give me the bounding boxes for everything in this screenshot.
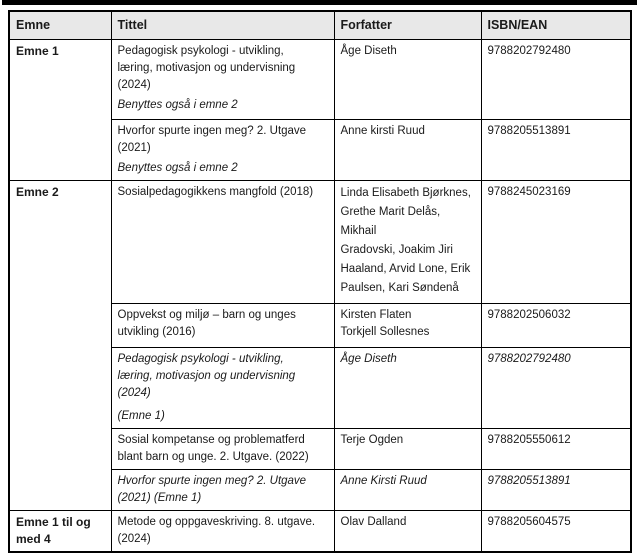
title-text: Hvorfor spurte ingen meg? 2. Utgave (202…	[117, 124, 307, 154]
emne-group-cell-emne-2: Emne 2	[8, 179, 112, 511]
title-cell: Hvorfor spurte ingen meg? 2. Utgave (202…	[110, 468, 335, 511]
header-row: Emne Tittel Forfatter ISBN/EAN	[8, 10, 632, 40]
title-text: Sosialpedagogikkens mangfold (2018)	[117, 185, 314, 198]
isbn-cell: 9788202792480	[480, 346, 632, 429]
author-cell: Olav Dalland	[333, 509, 482, 552]
table-row: Oppvekst og miljø – barn og unges utvikl…	[9, 302, 632, 348]
isbn-cell: 9788202506032	[480, 302, 632, 348]
title-cell: Sosialpedagogikkens mangfold (2018)	[110, 179, 335, 304]
column-header-isbn: ISBN/EAN	[480, 10, 632, 40]
title-text: Pedagogisk psykologi - utvikling, læring…	[117, 44, 296, 91]
isbn-cell: 9788202792480	[480, 38, 632, 120]
author-list: Linda Elisabeth Bjørknes, Grethe Marit D…	[340, 186, 471, 294]
title-text: Hvorfor spurte ingen meg? 2. Utgave (202…	[117, 474, 307, 504]
title-cell: Pedagogisk psykologi - utvikling, læring…	[110, 346, 335, 429]
author-cell: Åge Diseth	[333, 346, 482, 429]
emne-group-cell-emne-1: Emne 1	[8, 38, 112, 181]
column-header-emne: Emne	[8, 10, 112, 40]
author-list: Kirsten Flaten Torkjell Sollesnes	[340, 308, 430, 338]
column-header-tittel: Tittel	[110, 10, 335, 40]
table-row: Hvorfor spurte ingen meg? 2. Utgave (202…	[9, 118, 632, 181]
author-cell: Anne Kirsti Ruud	[333, 468, 482, 511]
isbn-cell: 9788245023169	[480, 179, 632, 304]
isbn-cell: 9788205604575	[480, 509, 632, 552]
isbn-cell: 9788205513891	[480, 468, 632, 511]
author-cell: Terje Ogden	[333, 427, 482, 470]
isbn-cell: 9788205513891	[480, 118, 632, 181]
title-cell: Metode og oppgaveskriving. 8. utgave. (2…	[110, 509, 335, 552]
title-cell: Oppvekst og miljø – barn og unges utvikl…	[110, 302, 335, 348]
top-rule	[2, 0, 637, 5]
title-text: Sosial kompetanse og problematferd blant…	[117, 433, 309, 463]
column-header-forfatter: Forfatter	[333, 10, 482, 40]
title-note: Benyttes også i emne 2	[117, 98, 238, 111]
title-note: Benyttes også i emne 2	[117, 161, 238, 174]
table-row: Emne 1 til og med 4 Metode og oppgaveskr…	[8, 509, 632, 552]
title-text: Metode og oppgaveskriving. 8. utgave. (2…	[117, 515, 316, 545]
author-cell: Linda Elisabeth Bjørknes, Grethe Marit D…	[333, 179, 482, 304]
table-row: Emne 2 Sosialpedagogikkens mangfold (201…	[8, 179, 632, 511]
author-cell: Åge Diseth	[333, 38, 482, 120]
title-text: Oppvekst og miljø – barn og unges utvikl…	[117, 308, 296, 338]
booklist-table: Emne Tittel Forfatter ISBN/EAN Emne 1 Pe…	[8, 10, 632, 553]
title-note: (Emne 1)	[117, 409, 165, 422]
table-row: Emne 1 Pedagogisk psykologi - utvikling,…	[8, 38, 632, 181]
isbn-cell: 9788205550612	[480, 427, 632, 470]
author-cell: Anne kirsti Ruud	[333, 118, 482, 181]
table-row: Pedagogisk psykologi - utvikling, læring…	[9, 346, 632, 429]
title-cell: Pedagogisk psykologi - utvikling, læring…	[110, 38, 335, 120]
title-cell: Hvorfor spurte ingen meg? 2. Utgave (202…	[110, 118, 335, 181]
author-cell: Kirsten Flaten Torkjell Sollesnes	[333, 302, 482, 348]
title-cell: Sosial kompetanse og problematferd blant…	[110, 427, 335, 470]
emne-group-cell-emne-1-til-4: Emne 1 til og med 4	[8, 509, 112, 552]
table-row: Hvorfor spurte ingen meg? 2. Utgave (202…	[9, 468, 632, 511]
title-text: Pedagogisk psykologi - utvikling, læring…	[117, 352, 296, 399]
